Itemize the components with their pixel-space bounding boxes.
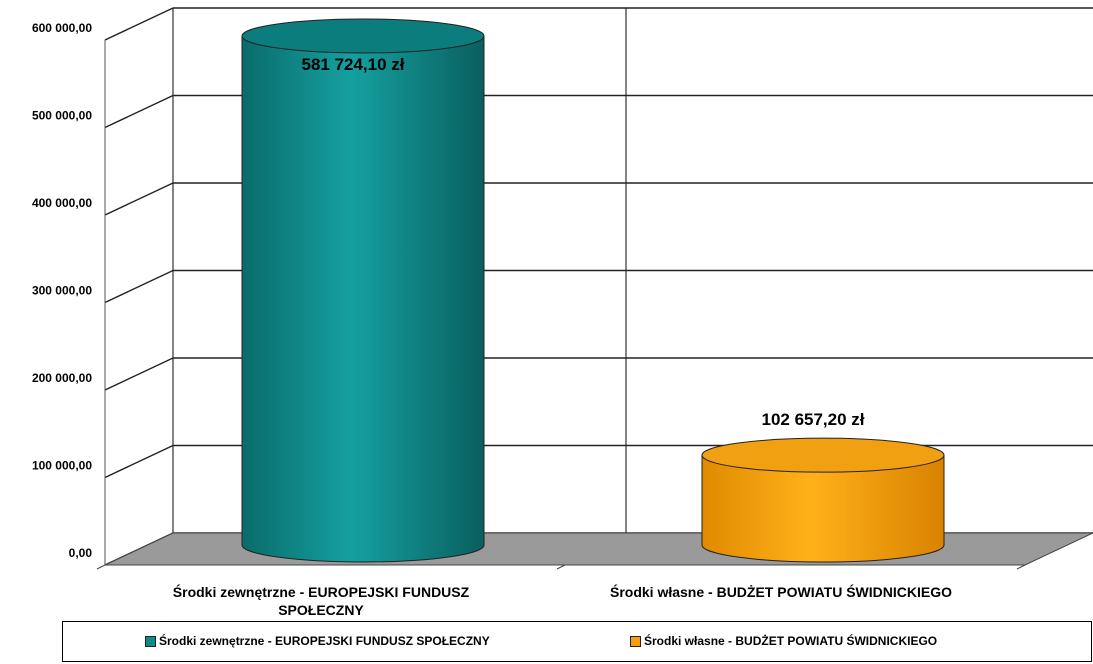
y-tick-label: 300 000,00: [32, 284, 92, 298]
bar-top-0: [241, 18, 485, 54]
gridline-side-4: [104, 182, 174, 216]
bar-0: [241, 35, 485, 563]
x-category-label-0: Środki zewnętrzne - EUROPEJSKI FUNDUSZ SP…: [173, 583, 470, 618]
legend-swatch-orange: [630, 635, 641, 647]
data-label-1: 102 657,20 zł: [761, 410, 864, 429]
legend-swatch-teal: [145, 635, 156, 647]
bar-top-1: [701, 437, 945, 473]
y-axis: 0,00 100 000,00 200 000,00 300 000,00 400 00…: [32, 21, 92, 560]
bar-1: [701, 454, 945, 563]
x-tick-mark-2: [1016, 564, 1026, 570]
gridline-side-6: [104, 7, 174, 41]
y-tick-label: 600 000,00: [32, 21, 92, 35]
y-tick-label: 100 000,00: [32, 459, 92, 473]
gridline-side-1: [104, 444, 174, 479]
data-label-0: 581 724,10 zł: [301, 55, 404, 74]
y-tick-label: 200 000,00: [32, 371, 92, 385]
y-tick-label: 400 000,00: [32, 196, 92, 210]
bars: 581 724,10 zł 102 657,20 zł: [241, 18, 945, 563]
x-category-label-1: Środki własne - BUDŻET POWIATU ŚWIDNICKI…: [610, 583, 952, 600]
legend-entry-external: Środki zewnętrzne - EUROPEJSKI FUNDUSZ S…: [145, 634, 490, 648]
x-axis: Środki zewnętrzne - EUROPEJSKI FUNDUSZ SP…: [96, 564, 1026, 618]
gridline-side-5: [104, 94, 174, 129]
legend: Środki zewnętrzne - EUROPEJSKI FUNDUSZ S…: [62, 621, 1092, 662]
x-tick-mark-1: [556, 564, 566, 570]
x-tick-mark-0: [96, 564, 106, 570]
gridline-side-3: [104, 269, 174, 304]
y-tick-label: 0,00: [69, 546, 93, 560]
y-tick-label: 500 000,00: [32, 109, 92, 123]
legend-label: Środki zewnętrzne - EUROPEJSKI FUNDUSZ S…: [159, 634, 490, 648]
legend-entry-own: Środki własne - BUDŻET POWIATU ŚWIDNICKI…: [630, 634, 937, 648]
gridline-side-2: [104, 357, 174, 391]
legend-label: Środki własne - BUDŻET POWIATU ŚWIDNICKI…: [644, 634, 938, 648]
